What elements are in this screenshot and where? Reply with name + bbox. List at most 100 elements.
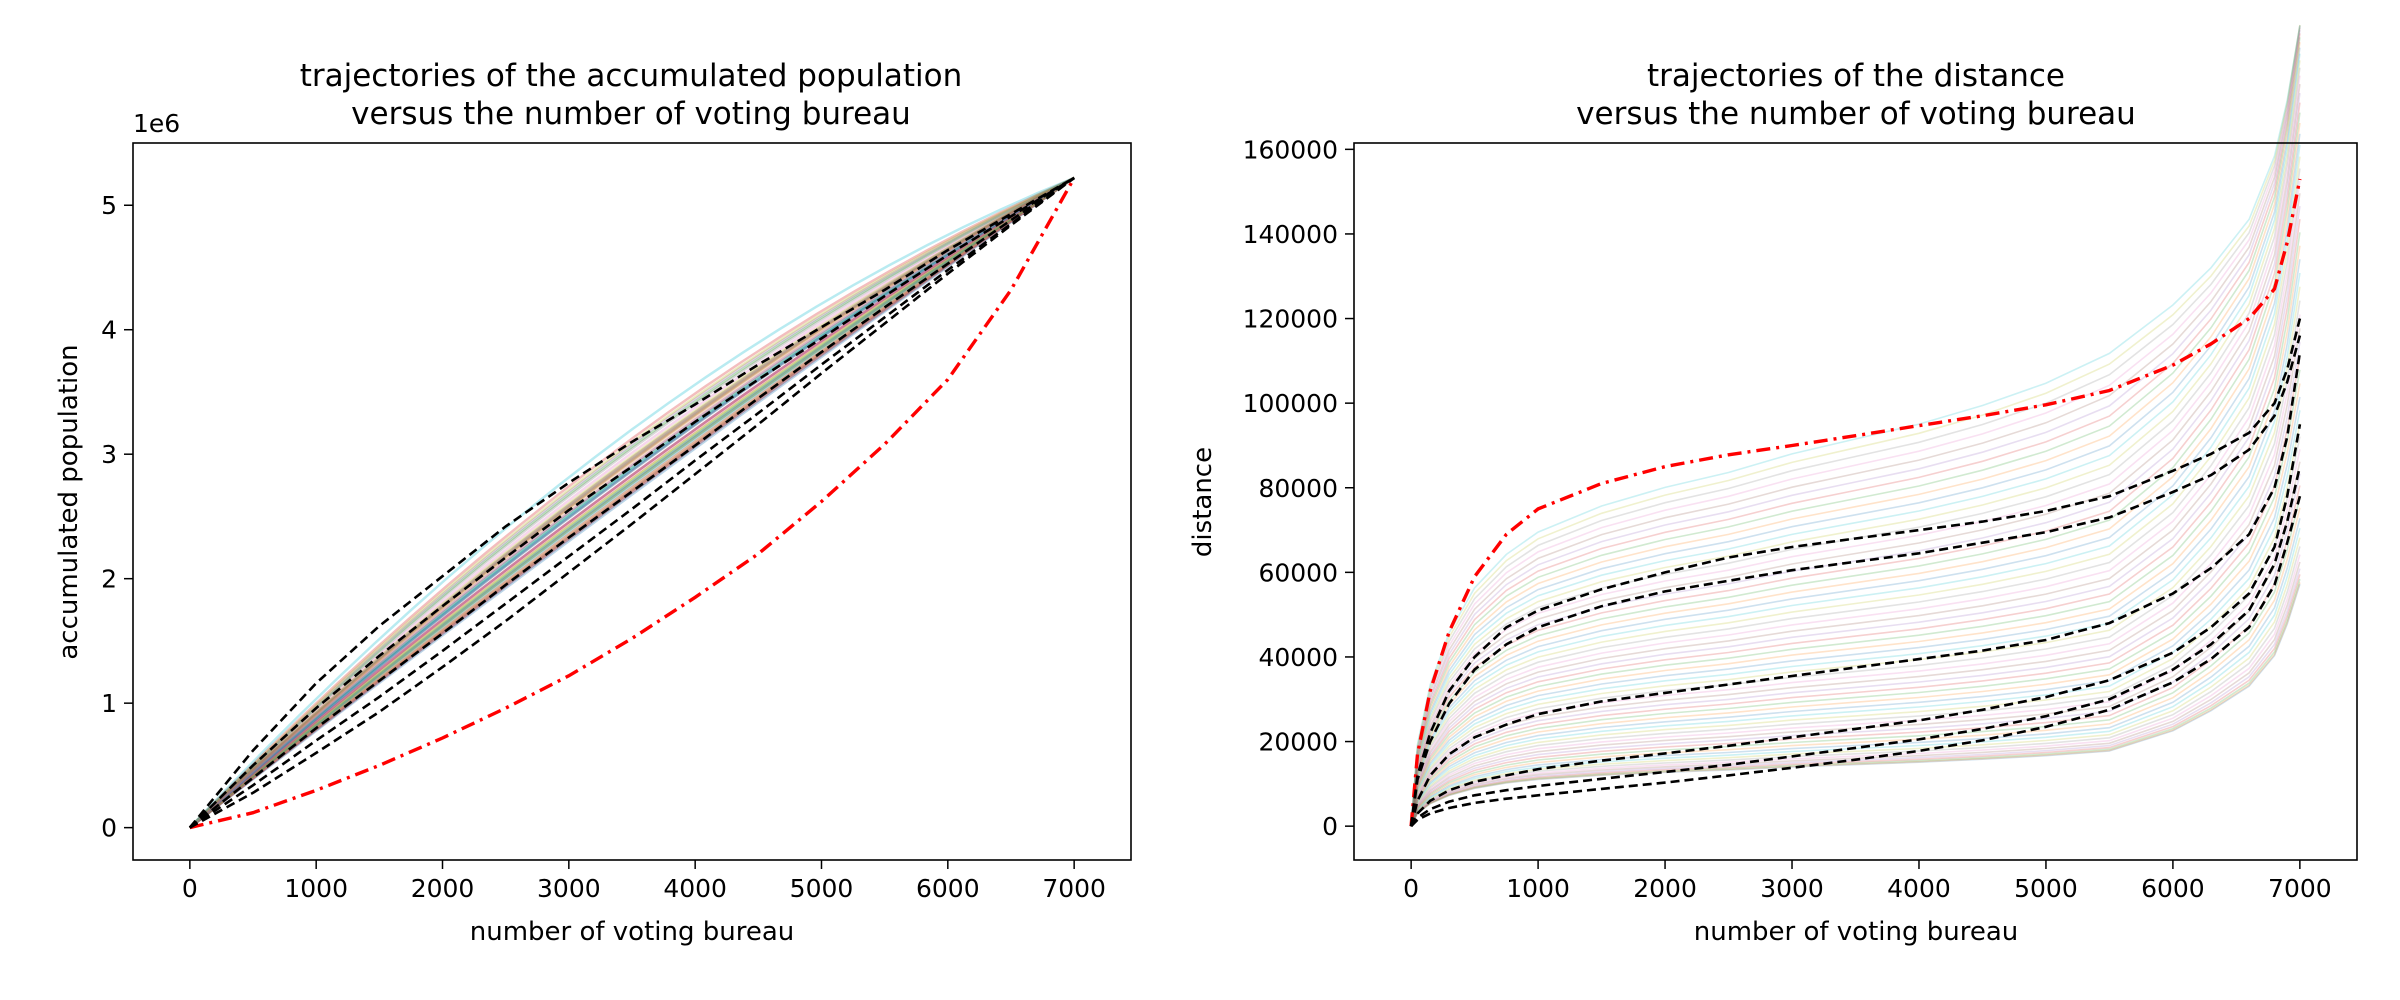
- y-tick-label: 120000: [1243, 305, 1338, 334]
- highlighted-series: [1409, 178, 2302, 828]
- trajectory-line: [188, 176, 1075, 829]
- trajectory-line: [1410, 473, 2301, 827]
- trajectory-line: [189, 176, 1075, 829]
- trajectory-line: [188, 176, 1075, 829]
- y-tick-label: 160000: [1243, 135, 1338, 164]
- x-tick-label: 5000: [2014, 874, 2078, 903]
- highlighted-series: [188, 176, 1076, 830]
- trajectory-line: [188, 176, 1075, 829]
- trajectory-line: [1410, 47, 2301, 827]
- x-tick-label: 7000: [1042, 874, 1106, 903]
- trajectory-line: [188, 176, 1075, 829]
- x-axis-ticks: 0 1000 2000 3000 4000 5000 6000 7000: [182, 860, 1106, 903]
- trajectory-line: [188, 176, 1075, 829]
- x-tick-label: 4000: [663, 874, 727, 903]
- trajectory-line: [1410, 245, 2301, 827]
- y-tick-label: 1: [101, 689, 117, 718]
- trajectory-line: [1410, 355, 2301, 827]
- x-tick-label: 1000: [284, 874, 348, 903]
- trajectory-line: [1410, 53, 2301, 827]
- trajectory-line: [1410, 314, 2301, 827]
- x-tick-label: 5000: [790, 874, 854, 903]
- x-axis-label: number of voting bureau: [470, 917, 795, 947]
- x-tick-label: 0: [182, 874, 198, 903]
- trajectory-line: [1410, 60, 2301, 827]
- trajectory-line: [1410, 561, 2301, 827]
- trajectory-line: [189, 176, 1075, 829]
- trajectory-line: [1410, 42, 2301, 827]
- trajectory-line: [1410, 436, 2301, 827]
- trajectory-line: [1410, 29, 2301, 827]
- trajectory-line: [1410, 423, 2301, 827]
- x-tick-label: 7000: [2268, 874, 2332, 903]
- trajectory-line: [1410, 383, 2301, 827]
- chart-title-line-1: trajectories of the distance: [1647, 58, 2065, 94]
- trajectory-line: [1410, 259, 2301, 827]
- trajectory-line: [188, 176, 1075, 829]
- y-axis-label: distance: [1188, 447, 1218, 557]
- y-axis-ticks: 0 20000 40000 60000 80000 100000 120000 140000 1…: [1243, 135, 1354, 841]
- y-tick-label: 20000: [1258, 728, 1338, 757]
- trajectory-line: [1410, 410, 2301, 827]
- trajectory-line: [188, 176, 1075, 829]
- trajectory-line: [1410, 507, 2301, 827]
- trajectory-line: [1410, 449, 2301, 827]
- trajectory-line: [1410, 582, 2301, 827]
- trajectory-line: [188, 176, 1075, 829]
- trajectory-line: [189, 176, 1075, 829]
- x-axis-ticks: 0 1000 2000 3000 4000 5000 6000 7000: [1403, 860, 2332, 903]
- y-axis-label: accumulated population: [54, 344, 84, 659]
- trajectory-line: [1410, 554, 2301, 827]
- trajectory-line: [189, 176, 1075, 829]
- trajectory-line: [1410, 92, 2301, 827]
- y-axis-ticks: 0 1 2 3 4 5: [101, 191, 133, 843]
- x-tick-label: 3000: [537, 874, 601, 903]
- trajectory-line: [1410, 156, 2301, 827]
- trajectory-line: [188, 176, 1075, 829]
- y-tick-label: 0: [1322, 812, 1338, 841]
- y-offset-label: 1e6: [133, 109, 180, 138]
- trajectory-line: [1410, 272, 2301, 827]
- trajectory-bundle: [1410, 24, 2301, 827]
- series-line: [1409, 318, 2302, 827]
- x-tick-label: 1000: [1506, 874, 1570, 903]
- x-tick-label: 3000: [1760, 874, 1824, 903]
- trajectory-line: [1410, 546, 2301, 827]
- x-axis-label: number of voting bureau: [1694, 917, 2019, 947]
- trajectory-line: [1410, 67, 2301, 827]
- series-line: [1409, 352, 2302, 827]
- trajectory-line: [1410, 33, 2301, 827]
- series-line: [188, 176, 1075, 829]
- x-tick-label: 4000: [1887, 874, 1951, 903]
- y-tick-label: 3: [101, 440, 117, 469]
- trajectory-line: [1410, 396, 2301, 827]
- series-line: [189, 176, 1075, 829]
- trajectory-line: [188, 176, 1075, 829]
- trajectory-line: [1410, 527, 2301, 827]
- trajectory-line: [1410, 232, 2301, 827]
- distance-chart: trajectories of the distance versus the …: [1188, 24, 2358, 947]
- y-tick-label: 140000: [1243, 220, 1338, 249]
- trajectory-line: [1410, 25, 2301, 827]
- trajectory-line: [188, 176, 1075, 829]
- chart-title-line-2: versus the number of voting bureau: [351, 96, 911, 132]
- trajectory-line: [188, 176, 1075, 829]
- y-tick-label: 5: [101, 191, 117, 220]
- series-line: [1410, 495, 2302, 828]
- y-tick-label: 40000: [1258, 643, 1338, 672]
- trajectory-line: [1410, 218, 2301, 827]
- series-line: [189, 176, 1075, 829]
- trajectory-line: [1410, 180, 2301, 827]
- trajectory-line: [1410, 133, 2301, 827]
- accumulated-population-chart: trajectories of the accumulated populati…: [54, 58, 1132, 947]
- trajectory-line: [188, 176, 1075, 829]
- trajectory-line: [1410, 518, 2301, 827]
- x-tick-label: 2000: [1633, 874, 1697, 903]
- trajectory-line: [1410, 112, 2301, 827]
- trajectory-line: [189, 176, 1075, 829]
- x-tick-label: 0: [1403, 874, 1419, 903]
- x-tick-label: 6000: [2141, 874, 2205, 903]
- trajectory-line: [188, 176, 1075, 829]
